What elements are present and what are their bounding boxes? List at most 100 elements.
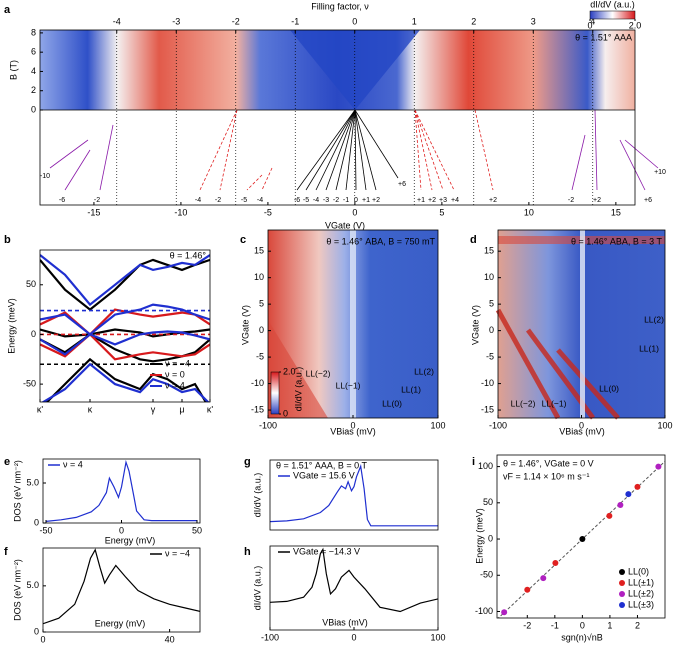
x-tick-label: -100 (259, 420, 277, 430)
frame (269, 459, 439, 531)
point (617, 501, 624, 508)
y-tick-label: 0 (34, 517, 39, 527)
x-tick-label: -2 (523, 620, 531, 630)
legend-label: LL(±3) (628, 599, 654, 609)
point (501, 609, 508, 616)
data-line (270, 547, 438, 613)
fan-label: +10 (654, 169, 666, 176)
x2-tick-label: 1 (412, 16, 417, 26)
plot-area (270, 464, 438, 527)
fan-line (571, 134, 586, 191)
fan-label: +2 (593, 197, 601, 204)
annotation: LL(−2) (306, 368, 331, 378)
point (579, 536, 586, 543)
frame (42, 547, 201, 633)
fan-line (315, 109, 356, 191)
point (540, 575, 547, 582)
annotation: LL(−1) (542, 398, 567, 408)
band (40, 330, 210, 356)
x-tick-label: 100 (430, 420, 445, 430)
plot-area (43, 548, 200, 625)
legend-marker (619, 591, 625, 597)
panel-label: d (470, 234, 477, 246)
fan-label: +6 (644, 197, 652, 204)
y-tick-label: 0 (259, 325, 264, 335)
legend-marker (619, 569, 625, 575)
y-tick-label: 8 (31, 27, 36, 37)
fan-line (474, 109, 494, 191)
annotation: vF = 1.14 × 10⁶ m s⁻¹ (503, 471, 590, 481)
panel-label: c (240, 234, 246, 246)
fan-label: +6 (398, 181, 406, 188)
band (45, 357, 208, 402)
x2-tick-label: 3 (531, 16, 536, 26)
y-label: Energy (meV) (474, 508, 484, 564)
x-tick-label: 10 (524, 207, 534, 217)
y-tick-label: -50 (23, 378, 36, 388)
heatmap-texture (556, 348, 620, 420)
y-tick-label: 6 (31, 47, 36, 57)
annotation: LL(2) (644, 314, 664, 324)
colorbar-tick-label: 0 (587, 20, 592, 30)
band (40, 332, 210, 361)
y-tick-label: -15 (481, 404, 494, 414)
x-tick-label: 2 (635, 620, 640, 630)
point (606, 512, 613, 519)
x-tick-label: 0 (579, 420, 584, 430)
x-tick-label: 15 (611, 207, 621, 217)
y-tick-label: 5 (259, 299, 264, 309)
x2-tick-label: 0 (352, 16, 357, 26)
fan-label: +2 (372, 197, 380, 204)
fan-label: -2 (94, 197, 100, 204)
colorbar (589, 10, 636, 20)
fan-label: +2 (428, 197, 436, 204)
x-label: sgn(n)√nB (561, 632, 602, 642)
y-tick-label: -10 (251, 378, 264, 388)
fan-line (414, 109, 433, 191)
fan-line (64, 149, 91, 191)
fan-line (325, 109, 356, 191)
title: θ = 1.46°, VGate = 0 V (503, 458, 594, 468)
data-line (270, 464, 438, 527)
x-tick-label: 0 (40, 634, 45, 644)
x-tick-label: κ' (207, 404, 214, 414)
legend-marker (619, 580, 625, 586)
panel-label: g (244, 456, 251, 468)
fan-label: -2 (568, 197, 574, 204)
fan-label: +2 (489, 197, 497, 204)
y-tick-label: 0 (34, 626, 39, 636)
x-tick-label: -100 (261, 632, 279, 642)
fan-label: +4 (451, 197, 459, 204)
y-tick-label: 4 (31, 66, 36, 76)
y-tick-label: -5 (486, 351, 494, 361)
fan-line (414, 109, 455, 191)
panel-label: f (4, 546, 8, 558)
legend-label: ν = 0 (165, 369, 185, 379)
fan-label: -6 (59, 197, 65, 204)
x-tick-label: 0 (350, 420, 355, 430)
title: θ = 1.46° ABA, B = 3 T (571, 236, 662, 246)
legend-label: ν = 4 (165, 380, 185, 390)
fan-line (99, 124, 114, 191)
x-tick-label: 40 (165, 634, 175, 644)
fan-label: -10 (40, 173, 50, 180)
title: θ = 1.46° ABA, B = 750 mT (326, 236, 435, 246)
fan-line (345, 109, 356, 191)
plot-area (45, 459, 197, 522)
fan-line (354, 109, 399, 179)
x2-tick-label: -3 (172, 16, 180, 26)
y-label: VGate (V) (240, 305, 250, 345)
y-tick-label: -5 (256, 351, 264, 361)
annotation: LL(0) (382, 398, 402, 408)
colorbar-tick-label: 2.0 (629, 20, 642, 30)
annotation: LL(1) (401, 384, 421, 394)
fan-line (199, 109, 238, 191)
y-label: Energy (meV) (6, 298, 16, 354)
x-tick-label: -100 (489, 420, 507, 430)
panel-label: h (244, 546, 251, 558)
x2-label: Filling factor, ν (311, 1, 369, 11)
legend-marker (619, 602, 625, 608)
fan-line (619, 139, 646, 191)
x-tick-label: κ (88, 404, 93, 414)
x-tick-label: γ (151, 404, 156, 414)
